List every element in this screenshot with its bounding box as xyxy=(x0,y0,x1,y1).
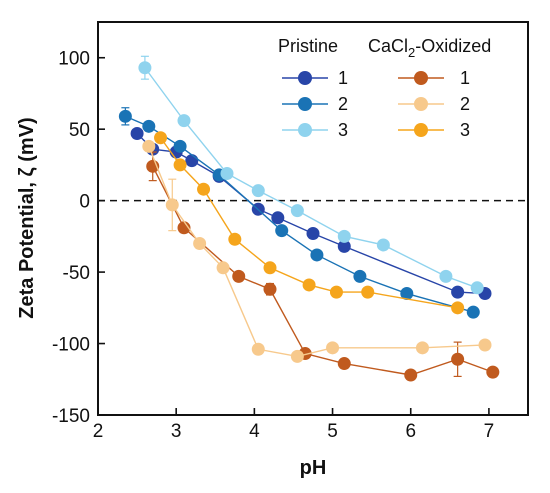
data-point xyxy=(251,342,265,356)
y-tick-label: -150 xyxy=(52,406,90,427)
legend-label: 3 xyxy=(338,120,348,140)
data-point xyxy=(263,261,277,275)
axis-ticks: 2 3 4 5 6 7 100 50 0 -50 -100 -150 xyxy=(52,49,494,442)
y-tick-label: 0 xyxy=(79,192,90,213)
series-2 xyxy=(138,55,484,295)
data-point xyxy=(361,285,375,299)
data-point xyxy=(337,239,351,253)
legend-marker xyxy=(414,97,428,111)
data-point xyxy=(337,357,351,371)
data-point xyxy=(177,114,191,128)
data-point xyxy=(376,238,390,252)
data-point xyxy=(400,287,414,301)
data-point xyxy=(415,341,429,355)
data-point xyxy=(290,204,304,218)
data-point xyxy=(275,224,289,238)
x-tick-label: 3 xyxy=(171,421,182,442)
x-tick-label: 4 xyxy=(249,421,260,442)
legend-label: 1 xyxy=(460,68,470,88)
data-point xyxy=(197,182,211,196)
legend: Pristine CaCl2-Oxidized 1 2 3 1 2 3 xyxy=(278,36,491,140)
series-layer xyxy=(118,55,500,382)
series-4 xyxy=(142,139,492,363)
legend-entry: 2 xyxy=(282,94,348,114)
data-point xyxy=(310,248,324,262)
data-point xyxy=(263,282,277,296)
data-point xyxy=(439,269,453,283)
legend-header-pristine: Pristine xyxy=(278,36,338,56)
data-point xyxy=(326,341,340,355)
data-point xyxy=(165,198,179,212)
data-point xyxy=(306,227,320,241)
legend-marker xyxy=(414,71,428,85)
legend-label: 3 xyxy=(460,120,470,140)
y-tick-label: -50 xyxy=(63,263,90,284)
legend-entry: 3 xyxy=(282,120,348,140)
data-point xyxy=(185,154,199,168)
data-point xyxy=(337,229,351,243)
data-point xyxy=(177,221,191,235)
plot-frame xyxy=(97,21,529,416)
data-point xyxy=(466,305,480,319)
legend-header-oxidized: CaCl2-Oxidized xyxy=(368,36,491,60)
series-5 xyxy=(154,131,465,315)
data-point xyxy=(353,269,367,283)
data-point xyxy=(271,211,285,225)
data-point xyxy=(451,352,465,366)
data-point xyxy=(193,237,207,251)
x-tick-label: 5 xyxy=(327,421,338,442)
x-tick-label: 6 xyxy=(405,421,416,442)
legend-marker xyxy=(298,71,312,85)
legend-marker xyxy=(298,123,312,137)
legend-marker xyxy=(414,123,428,137)
data-point xyxy=(451,285,465,299)
data-point xyxy=(232,269,246,283)
data-point xyxy=(142,139,156,153)
x-tick-label: 7 xyxy=(484,421,495,442)
data-point xyxy=(173,158,187,172)
data-point xyxy=(404,368,418,382)
legend-label: 2 xyxy=(460,94,470,114)
data-point xyxy=(154,131,168,145)
legend-label: 1 xyxy=(338,68,348,88)
legend-label: 2 xyxy=(338,94,348,114)
data-point xyxy=(216,261,230,275)
data-point xyxy=(451,301,465,315)
y-tick-label: 100 xyxy=(58,49,90,70)
data-point xyxy=(302,278,316,292)
legend-entry: 1 xyxy=(282,68,348,88)
data-point xyxy=(142,119,156,133)
data-point xyxy=(486,365,500,379)
y-tick-label: 50 xyxy=(69,120,90,141)
data-point xyxy=(220,166,234,180)
series-0 xyxy=(130,126,492,301)
series-line xyxy=(152,166,494,376)
legend-entry: 3 xyxy=(398,120,470,140)
data-point xyxy=(329,285,343,299)
legend-marker xyxy=(298,97,312,111)
series-3 xyxy=(146,151,500,382)
x-tick-label: 2 xyxy=(93,421,104,442)
legend-entry: 2 xyxy=(398,94,470,114)
data-point xyxy=(138,61,152,75)
data-point xyxy=(290,349,304,363)
y-axis-title: Zeta Potential, ζ (mV) xyxy=(16,117,38,318)
data-point xyxy=(118,109,132,123)
data-point xyxy=(470,281,484,295)
data-point xyxy=(478,338,492,352)
data-point xyxy=(173,139,187,153)
legend-entry: 1 xyxy=(398,68,470,88)
data-point xyxy=(130,126,144,140)
y-tick-label: -100 xyxy=(52,335,90,356)
data-point xyxy=(228,232,242,246)
data-point xyxy=(251,184,265,198)
x-axis-title: pH xyxy=(300,457,327,479)
